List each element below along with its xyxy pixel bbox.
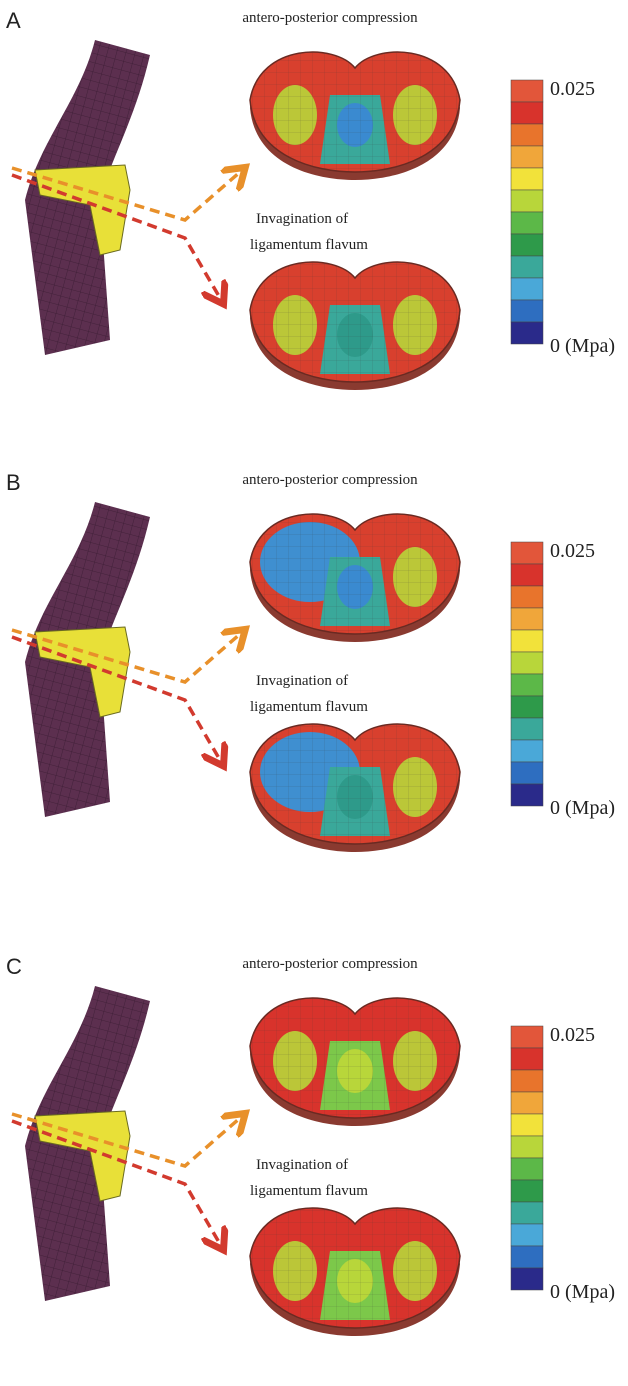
colorbar-segment [511,1026,543,1048]
colorbar-segment [511,300,543,322]
colorbar-segment [511,1092,543,1114]
colorbar-segment [511,762,543,784]
colorbar-segment [511,608,543,630]
top-caption: antero-posterior compression [242,10,418,26]
colorbar-segment [511,1158,543,1180]
top-caption: antero-posterior compression [242,956,418,972]
panel-label: A [6,8,21,33]
colorbar-segment [511,322,543,344]
colorbar-segment [511,1202,543,1224]
colorbar-segment [511,190,543,212]
colorbar-segment [511,102,543,124]
middle-caption: ligamentum flavum [250,699,368,715]
colorbar-segment [511,696,543,718]
colorbar-segment [511,146,543,168]
colorbar-segment [511,652,543,674]
colorbar-segment [511,124,543,146]
top-caption: antero-posterior compression [242,472,418,488]
colorbar-min: 0 (Mpa) [550,797,615,819]
colorbar-segment [511,586,543,608]
colorbar-segment [511,278,543,300]
colorbar-segment [511,1180,543,1202]
middle-caption: Invagination of [256,673,348,689]
colorbar-segment [511,80,543,102]
colorbar-segment [511,542,543,564]
colorbar-segment [511,1070,543,1092]
colorbar-segment [511,740,543,762]
colorbar-segment [511,630,543,652]
colorbar-segment [511,718,543,740]
colorbar-max: 0.025 [550,540,595,562]
colorbar-max: 0.025 [550,78,595,100]
panel-label: C [6,954,22,979]
colorbar-segment [511,1246,543,1268]
colorbar-segment [511,1114,543,1136]
colorbar-min: 0 (Mpa) [550,335,615,357]
colorbar-segment [511,784,543,806]
panel-label: B [6,470,21,495]
colorbar-segment [511,212,543,234]
middle-caption: Invagination of [256,211,348,227]
colorbar-segment [511,1268,543,1290]
middle-caption: ligamentum flavum [250,1183,368,1199]
colorbar-segment [511,234,543,256]
colorbar-segment [511,674,543,696]
colorbar-max: 0.025 [550,1024,595,1046]
colorbar-segment [511,168,543,190]
figure: Aantero-posterior compression Invaginatio… [0,0,628,1386]
colorbar-segment [511,1224,543,1246]
colorbar-segment [511,564,543,586]
middle-caption: ligamentum flavum [250,237,368,253]
colorbar-segment [511,1136,543,1158]
middle-caption: Invagination of [256,1157,348,1173]
colorbar-segment [511,256,543,278]
colorbar-segment [511,1048,543,1070]
colorbar-min: 0 (Mpa) [550,1281,615,1303]
